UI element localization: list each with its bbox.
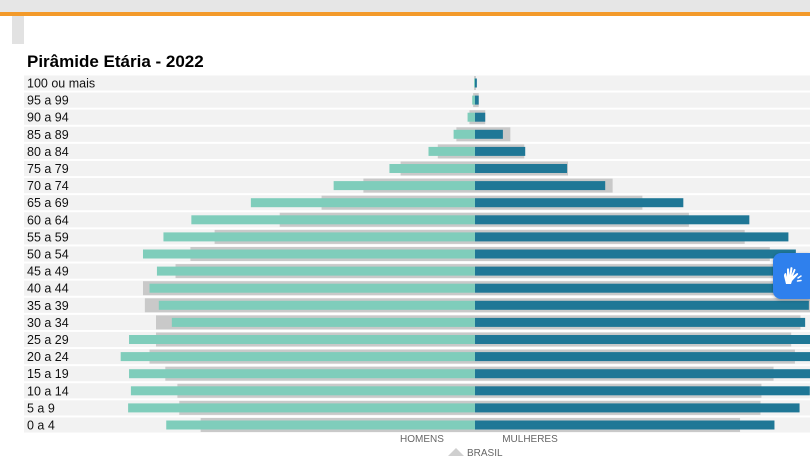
bar-women — [475, 164, 567, 173]
bar-men — [334, 181, 475, 190]
bar-men — [143, 250, 475, 259]
bar-women — [475, 181, 605, 190]
accessibility-widget-button[interactable] — [773, 253, 810, 299]
age-group-label: 75 a 79 — [27, 162, 69, 176]
row-stripe — [24, 93, 810, 108]
bar-men — [389, 164, 475, 173]
age-group-label: 60 a 64 — [27, 213, 69, 227]
age-group-label: 65 a 69 — [27, 196, 69, 210]
age-group-label: 80 a 84 — [27, 145, 69, 159]
bar-men — [472, 96, 475, 105]
bar-men — [454, 130, 475, 139]
bar-men — [251, 198, 475, 207]
bar-women — [475, 421, 774, 430]
bar-women — [475, 250, 796, 259]
bar-men — [129, 335, 475, 344]
bar-women — [475, 147, 525, 156]
row-stripe — [24, 144, 810, 159]
age-group-label: 25 a 29 — [27, 333, 69, 347]
bar-men — [131, 386, 475, 395]
women-axis-label: MULHERES — [502, 434, 558, 445]
row-stripe — [24, 127, 810, 142]
age-group-label: 0 a 4 — [27, 419, 55, 433]
age-group-label: 35 a 39 — [27, 299, 69, 313]
bar-women — [475, 403, 800, 412]
age-group-label: 100 ou mais — [27, 77, 95, 91]
bar-women — [475, 284, 801, 293]
bar-women — [475, 335, 810, 344]
bar-women — [475, 318, 805, 327]
bar-men — [172, 318, 475, 327]
row-stripe — [24, 110, 810, 125]
bar-women — [475, 79, 477, 88]
bar-men — [150, 284, 476, 293]
bar-men — [191, 215, 475, 224]
legend-brasil[interactable]: BRASIL — [448, 448, 503, 457]
bar-women — [475, 215, 749, 224]
bar-women — [475, 96, 479, 105]
age-group-label: 30 a 34 — [27, 316, 69, 330]
bar-men — [129, 369, 475, 378]
age-group-label: 15 a 19 — [27, 367, 69, 381]
bar-men — [159, 301, 475, 310]
age-group-label: 40 a 44 — [27, 282, 69, 296]
bar-men — [121, 352, 475, 361]
bar-men — [474, 79, 475, 88]
bar-men — [157, 267, 475, 276]
bar-men — [163, 232, 475, 241]
bar-men — [128, 403, 475, 412]
bar-women — [475, 130, 503, 139]
age-group-label: 5 a 9 — [27, 401, 55, 415]
age-group-label: 85 a 89 — [27, 128, 69, 142]
bar-women — [475, 232, 788, 241]
age-group-label: 10 a 14 — [27, 384, 69, 398]
bar-men — [166, 421, 475, 430]
age-group-label: 95 a 99 — [27, 94, 69, 108]
bar-women — [475, 352, 810, 361]
age-group-label: 90 a 94 — [27, 111, 69, 125]
legend-brasil-label: BRASIL — [467, 448, 503, 457]
age-group-label: 70 a 74 — [27, 179, 69, 193]
age-group-label: 50 a 54 — [27, 248, 69, 262]
hands-sign-language-icon — [780, 264, 804, 288]
bar-women — [475, 198, 683, 207]
bar-women — [475, 113, 485, 122]
men-axis-label: HOMENS — [400, 434, 444, 445]
age-group-label: 20 a 24 — [27, 350, 69, 364]
age-group-label: 55 a 59 — [27, 230, 69, 244]
bar-women — [475, 386, 810, 395]
bar-men — [429, 147, 476, 156]
age-group-label: 45 a 49 — [27, 265, 69, 279]
bar-men — [468, 113, 475, 122]
bar-women — [475, 267, 794, 276]
bar-women — [475, 301, 809, 310]
legend-brasil-triangle-icon — [448, 448, 464, 456]
bar-women — [475, 369, 810, 378]
row-stripe — [24, 75, 810, 90]
